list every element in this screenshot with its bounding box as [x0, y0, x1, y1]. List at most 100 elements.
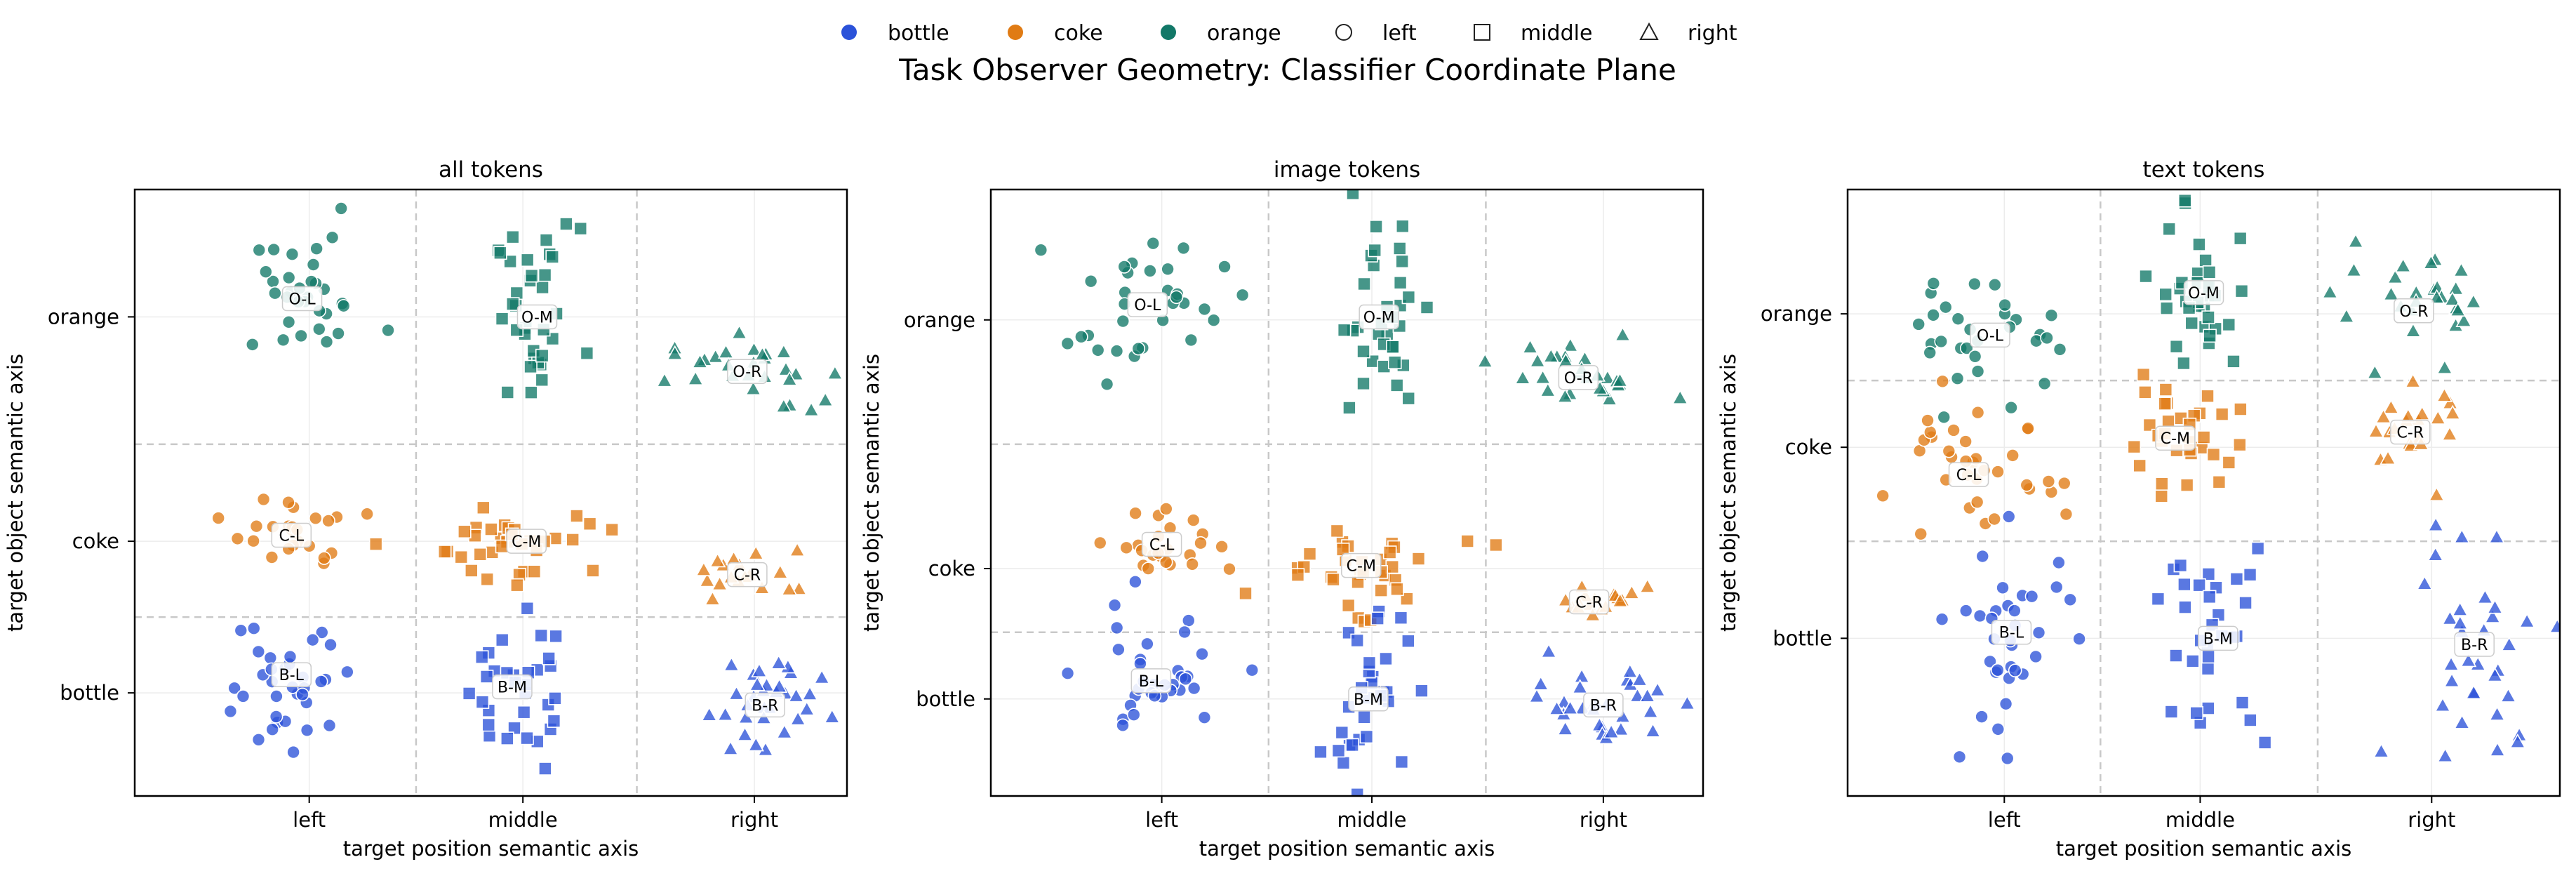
legend-swatch	[841, 25, 857, 40]
point-bottle-left	[2031, 625, 2046, 640]
point-bottle-left	[295, 687, 309, 702]
point-orange-middle	[520, 253, 535, 267]
cluster-label-text: B-L	[1139, 673, 1164, 691]
point-bottle-right	[1631, 671, 1648, 686]
point-orange-left	[1970, 364, 1985, 378]
point-coke-left	[1222, 562, 1236, 576]
point-coke-middle	[2233, 437, 2247, 452]
point-bottle-left	[1935, 612, 1949, 627]
point-bottle-right	[2501, 636, 2518, 651]
legend-label: orange	[1207, 21, 1281, 46]
point-coke-middle	[465, 564, 479, 578]
point-orange-right	[827, 364, 843, 380]
point-bottle-right	[776, 724, 793, 739]
point-orange-middle	[539, 233, 554, 247]
point-coke-middle	[510, 578, 524, 592]
point-orange-left	[1998, 298, 2012, 312]
legend-label: left	[1382, 21, 1417, 46]
point-orange-left	[331, 326, 345, 340]
cluster-label-box	[1558, 365, 1599, 390]
point-coke-middle	[2133, 458, 2147, 473]
point-coke-middle	[480, 572, 495, 587]
point-orange-left	[1938, 300, 1953, 314]
point-coke-left	[321, 514, 335, 528]
point-coke-left	[230, 531, 245, 546]
point-coke-left	[1194, 536, 1208, 550]
point-bottle-right	[799, 701, 815, 716]
scatter-points	[211, 201, 843, 776]
panel-title: image tokens	[1274, 157, 1420, 182]
point-coke-left	[1186, 513, 1201, 527]
point-coke-right	[2404, 373, 2422, 388]
point-orange-left	[1206, 313, 1221, 328]
point-orange-middle	[1395, 219, 1410, 234]
cluster-label-text: C-M	[1347, 558, 1376, 576]
legend-item-right: right	[1639, 21, 1737, 46]
point-orange-right	[2452, 262, 2470, 277]
point-orange-left	[312, 322, 326, 336]
point-orange-left	[1034, 243, 1048, 258]
point-bottle-right	[2416, 575, 2433, 590]
point-bottle-left	[2008, 663, 2022, 677]
point-bottle-left	[1126, 708, 1141, 722]
point-orange-middle	[2234, 284, 2249, 298]
point-bottle-left	[2049, 580, 2064, 595]
point-bottle-left	[2072, 632, 2086, 646]
point-coke-right	[695, 561, 712, 576]
point-orange-left	[1074, 330, 1088, 344]
point-orange-right	[691, 353, 709, 369]
point-orange-middle	[523, 359, 538, 374]
point-orange-middle	[1357, 277, 1371, 291]
point-orange-right	[775, 343, 792, 359]
point-bottle-left	[265, 722, 279, 737]
point-coke-left	[2057, 476, 2071, 491]
point-bottle-middle	[2202, 590, 2217, 604]
cluster-label-text: O-M	[521, 309, 553, 326]
point-bottle-right	[728, 685, 745, 701]
cluster-label-text: C-R	[1575, 595, 1603, 612]
cluster-label-text: C-R	[2397, 425, 2424, 442]
point-orange-right	[2405, 322, 2422, 338]
point-coke-middle	[2196, 430, 2211, 444]
point-coke-left	[256, 492, 271, 507]
point-coke-middle	[1302, 547, 1317, 561]
point-orange-right	[1562, 337, 1579, 352]
legend-item-coke: coke	[1008, 21, 1103, 46]
cluster-label-C-R: C-R	[727, 562, 768, 588]
point-orange-left	[294, 328, 308, 343]
point-coke-right	[1623, 584, 1641, 599]
point-coke-middle	[1374, 583, 1389, 597]
cluster-label-text: C-M	[2161, 430, 2190, 448]
point-orange-left	[1100, 377, 1114, 392]
point-orange-left	[1090, 343, 1105, 357]
point-orange-left	[267, 242, 281, 257]
point-orange-left	[1934, 334, 1949, 349]
point-bottle-right	[789, 710, 806, 726]
point-coke-middle	[2180, 478, 2194, 492]
point-bottle-right	[1540, 643, 1557, 658]
point-bottle-right	[1622, 663, 1639, 678]
point-orange-right	[2347, 233, 2364, 248]
y-tick-label: bottle	[916, 687, 975, 711]
panel-3: O-L O-M O-R C-L C-M C-R B-L B-M B-R left middle rig…	[1716, 157, 2561, 861]
point-orange-left	[1060, 336, 1075, 351]
point-bottle-right	[1629, 687, 1646, 703]
point-orange-right	[717, 343, 735, 359]
point-orange-middle	[2202, 265, 2217, 279]
point-coke-right	[2441, 425, 2458, 441]
point-bottle-middle	[520, 601, 535, 616]
x-axis-label: target position semantic axis	[343, 837, 639, 861]
panel-title: all tokens	[439, 157, 543, 182]
cluster-label-box	[2394, 298, 2434, 324]
point-coke-left	[1141, 562, 1156, 576]
point-bottle-right	[1679, 695, 1696, 710]
point-coke-middle	[2138, 385, 2152, 399]
point-coke-left	[317, 551, 331, 565]
point-coke-left	[246, 533, 260, 548]
point-bottle-left	[1958, 604, 1973, 618]
point-bottle-left	[1140, 637, 1154, 651]
point-orange-right	[1529, 352, 1546, 368]
point-coke-middle	[2206, 447, 2221, 462]
legend-label: middle	[1521, 21, 1592, 46]
